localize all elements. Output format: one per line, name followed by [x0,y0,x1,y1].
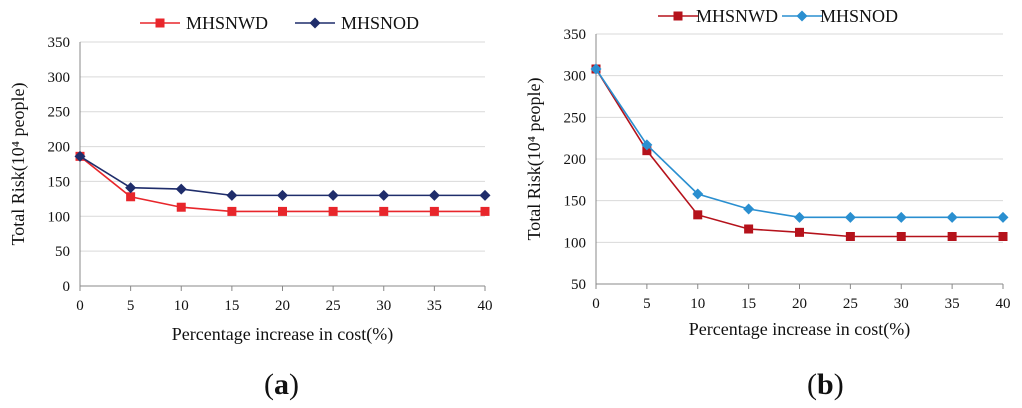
panel-label-a: (a) [264,368,299,401]
legend-item-mhsnwd: MHSNWD [658,6,778,26]
data-point-mhsnod [125,182,137,194]
series-line-mhsnod [595,68,1003,219]
legend-label: MHSNOD [341,13,419,33]
y-tick-label: 150 [48,174,71,190]
data-point-mhsnwd [744,224,754,234]
data-point-mhsnod [479,189,491,201]
y-axis-label: Total Risk(10⁴ people) [8,83,29,246]
x-tick-label: 40 [478,298,493,314]
x-tick-label: 0 [592,296,600,312]
data-point-mhsnwd [947,232,957,241]
legend-label: MHSNOD [820,6,898,26]
legend-marker [673,11,683,21]
x-tick-label: 10 [174,298,189,314]
data-point-mhsnwd [429,206,439,216]
data-point-mhsnod [428,189,440,201]
data-point-mhsnod [997,211,1009,223]
data-point-mhsnod [277,189,288,201]
data-point-mhsnwd [998,232,1008,241]
y-tick-label: 200 [48,140,71,156]
series-mhsnod [590,63,1009,223]
y-tick-label: 150 [564,194,587,210]
y-tick-label: 50 [571,277,586,293]
data-point-mhsnod [794,211,805,223]
x-tick-label: 0 [76,298,84,314]
x-tick-label: 35 [945,296,960,312]
y-tick-label: 0 [63,279,71,295]
data-point-mhsnwd [227,206,237,216]
x-tick-label: 15 [224,298,239,314]
legend-item-mhsnod: MHSNOD [782,6,898,26]
data-point-mhsnwd [328,206,338,216]
data-point-mhsnod [692,188,704,200]
x-tick-label: 5 [643,296,651,312]
series-line-mhsnwd [595,68,1003,238]
chart-panel-a: 0 50 100 150 200 250 300 350 0 5 10 15 20 25 30 35 40 Per… [8,13,493,345]
x-tick-label: 10 [690,296,705,312]
legend-label: MHSNWD [186,13,268,33]
data-point-mhsnwd [896,232,906,241]
legend-item-mhsnod: MHSNOD [295,13,419,33]
series-mhsnwd [75,151,490,216]
data-point-mhsnwd [379,206,389,216]
legend-marker [155,18,165,28]
x-tick-label: 25 [843,296,858,312]
data-point-mhsnwd [126,192,136,202]
legend-marker [796,10,808,22]
data-point-mhsnwd [693,210,703,220]
data-point-mhsnod [74,150,86,162]
x-tick-label: 35 [427,298,442,314]
data-point-mhsnwd [845,232,855,241]
y-tick-label: 50 [55,244,70,260]
y-tick-label: 250 [564,110,587,126]
x-tick-label: 25 [326,298,341,314]
data-point-mhsnod [226,189,238,201]
data-point-mhsnod [378,189,390,201]
y-tick-label: 300 [48,70,71,86]
x-tick-label: 30 [376,298,391,314]
data-point-mhsnod [743,203,755,215]
y-tick-label: 250 [48,105,71,121]
data-point-mhsnwd [795,227,804,237]
y-tick-label: 100 [48,209,71,225]
x-axis-label: Percentage increase in cost(%) [172,324,393,345]
x-tick-label: 20 [792,296,807,312]
chart-panel-b: 50 100 150 200 250 300 350 0 5 10 15 20 25 30 35 40 Perc… [524,6,1011,340]
series-line-mhsnod [79,155,485,197]
panel-label-b: (b) [807,368,844,401]
data-point-mhsnod [327,189,339,201]
data-point-mhsnod [590,63,602,75]
x-axis-label: Percentage increase in cost(%) [689,319,910,340]
legend-item-mhsnwd: MHSNWD [140,13,268,33]
x-tick-label: 40 [996,296,1011,312]
data-point-mhsnod [641,139,653,151]
y-tick-label: 200 [564,152,587,168]
legend-marker [309,17,321,29]
x-tick-label: 20 [275,298,290,314]
series-line-mhsnwd [79,155,485,213]
y-tick-label: 300 [564,69,587,85]
data-point-mhsnwd [480,206,490,216]
data-point-mhsnwd [176,202,186,212]
data-point-mhsnod [844,211,856,223]
x-tick-label: 15 [741,296,756,312]
legend-label: MHSNWD [696,6,778,26]
series-mhsnod [74,150,491,201]
data-point-mhsnod [895,211,907,223]
x-tick-label: 30 [894,296,909,312]
data-point-mhsnwd [642,146,652,156]
y-tick-label: 350 [48,35,71,51]
y-tick-label: 100 [564,235,587,251]
x-tick-label: 5 [127,298,135,314]
data-point-mhsnod [175,183,187,195]
data-point-mhsnwd [278,206,287,216]
y-axis-label: Total Risk(10⁴ people) [524,78,545,241]
y-tick-label: 350 [564,27,587,43]
data-point-mhsnod [946,211,958,223]
